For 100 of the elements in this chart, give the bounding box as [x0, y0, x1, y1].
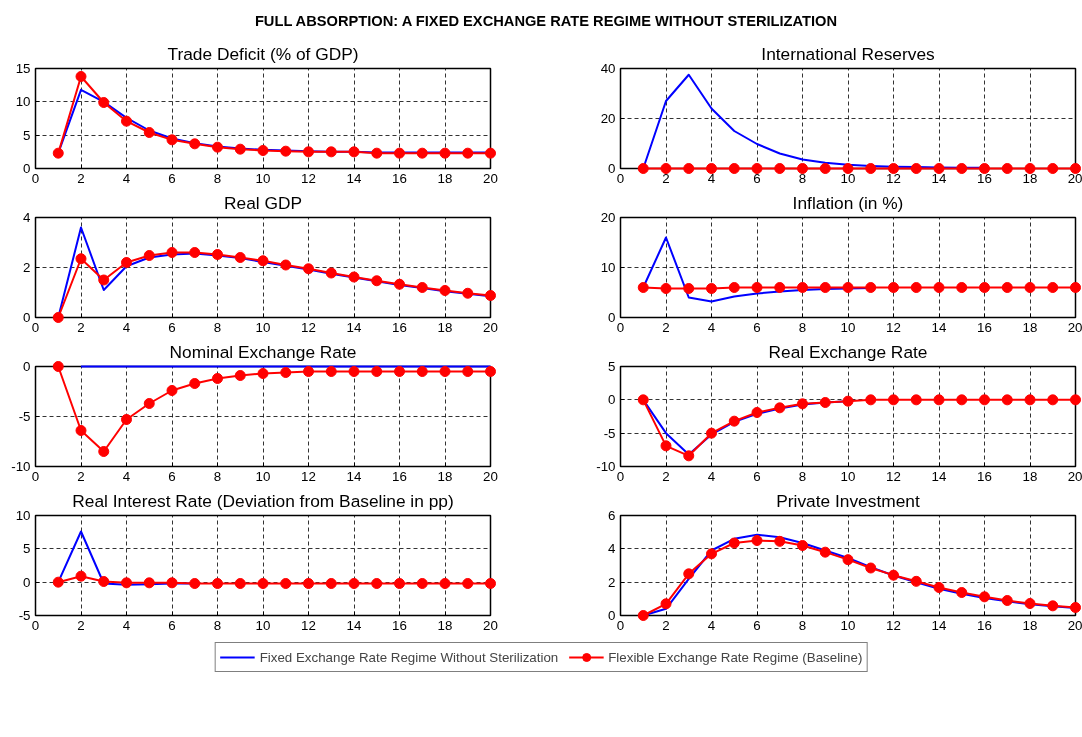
x-tick-label: 10: [840, 170, 856, 186]
point: [485, 147, 496, 159]
point: [865, 394, 877, 406]
x-tick-label: 2: [662, 319, 670, 335]
y-tick-label: 6: [608, 508, 616, 523]
point: [189, 247, 201, 258]
point: [303, 366, 314, 377]
x-tick-label: 14: [346, 617, 362, 633]
point: [797, 540, 808, 551]
point: [774, 402, 786, 414]
point: [257, 368, 269, 379]
point: [303, 578, 314, 589]
point: [910, 394, 922, 406]
x-tick-label: 16: [392, 170, 407, 186]
point: [774, 535, 786, 547]
x-tick-label: 8: [798, 468, 807, 484]
y-tick-label: 5: [23, 541, 31, 557]
point: [325, 146, 337, 158]
point: [189, 138, 201, 150]
point: [683, 568, 695, 580]
point: [280, 259, 292, 271]
point: [888, 394, 899, 406]
x-tick-label: 18: [437, 170, 453, 186]
point: [1024, 598, 1036, 609]
point: [888, 569, 899, 581]
point: [234, 143, 246, 155]
point: [485, 366, 496, 377]
point: [303, 263, 314, 275]
point: [98, 97, 110, 108]
y-tick-label: -5: [18, 608, 31, 623]
x-tick-label: 14: [931, 617, 947, 633]
point: [234, 370, 246, 381]
point: [819, 397, 831, 408]
y-tick-label: 0: [608, 392, 616, 408]
point: [933, 582, 945, 593]
x-tick-label: 4: [707, 170, 716, 186]
y-tick-label: 40: [600, 61, 616, 76]
point: [348, 146, 360, 158]
point: [439, 285, 451, 296]
x-tick-label: 10: [840, 468, 856, 484]
point: [683, 450, 695, 462]
point: [166, 134, 178, 146]
point: [462, 578, 474, 589]
chart-title: Trade Deficit (% of GDP): [167, 43, 359, 64]
x-tick-label: 10: [840, 319, 856, 335]
chart-title: International Reserves: [761, 43, 936, 64]
point: [462, 147, 474, 159]
point: [143, 398, 155, 409]
x-tick-label: 10: [255, 617, 271, 633]
x-tick-label: 6: [168, 617, 176, 633]
x-tick-label: 4: [122, 170, 131, 186]
x-tick-label: 16: [977, 617, 992, 633]
x-tick-label: 2: [662, 170, 670, 186]
point: [212, 578, 223, 589]
x-tick-label: 20: [1067, 319, 1082, 335]
point: [257, 145, 269, 156]
point: [865, 562, 877, 574]
point: [189, 578, 201, 589]
chart-title: Private Investment: [776, 490, 920, 511]
x-tick-label: 4: [122, 617, 131, 633]
point: [371, 275, 383, 287]
y-tick-label: 20: [600, 210, 616, 225]
x-tick-label: 6: [168, 468, 176, 484]
point: [751, 535, 763, 546]
y-tick-label: 2: [608, 574, 616, 590]
point: [439, 578, 451, 589]
point: [660, 440, 672, 452]
x-tick-label: 12: [886, 170, 901, 186]
point: [1047, 394, 1059, 406]
x-tick-label: 2: [662, 617, 670, 633]
point: [394, 578, 405, 589]
point: [52, 147, 64, 159]
x-tick-label: 12: [301, 468, 316, 484]
point: [394, 147, 405, 159]
x-tick-label: 10: [255, 170, 271, 186]
point: [348, 578, 360, 589]
y-tick-label: 15: [15, 61, 31, 76]
point: [1070, 394, 1081, 406]
x-tick-label: 12: [301, 617, 316, 633]
x-tick-label: 2: [77, 170, 85, 186]
point: [728, 537, 740, 549]
point: [394, 366, 405, 377]
x-tick-label: 4: [707, 468, 716, 484]
y-tick-label: 4: [23, 210, 32, 225]
x-tick-label: 18: [1022, 617, 1038, 633]
x-tick-label: 8: [213, 170, 222, 186]
point: [325, 578, 337, 589]
x-tick-label: 20: [1067, 170, 1082, 186]
point: [728, 415, 740, 427]
point: [485, 578, 496, 589]
point: [1024, 394, 1036, 406]
x-tick-label: 6: [753, 468, 761, 484]
x-tick-label: 20: [483, 468, 498, 484]
point: [280, 578, 292, 589]
x-tick-label: 18: [437, 617, 453, 633]
y-tick-label: 0: [23, 574, 31, 590]
point: [797, 398, 808, 410]
x-tick-label: 16: [977, 319, 992, 335]
x-tick-label: 14: [931, 468, 947, 484]
point: [751, 407, 763, 418]
